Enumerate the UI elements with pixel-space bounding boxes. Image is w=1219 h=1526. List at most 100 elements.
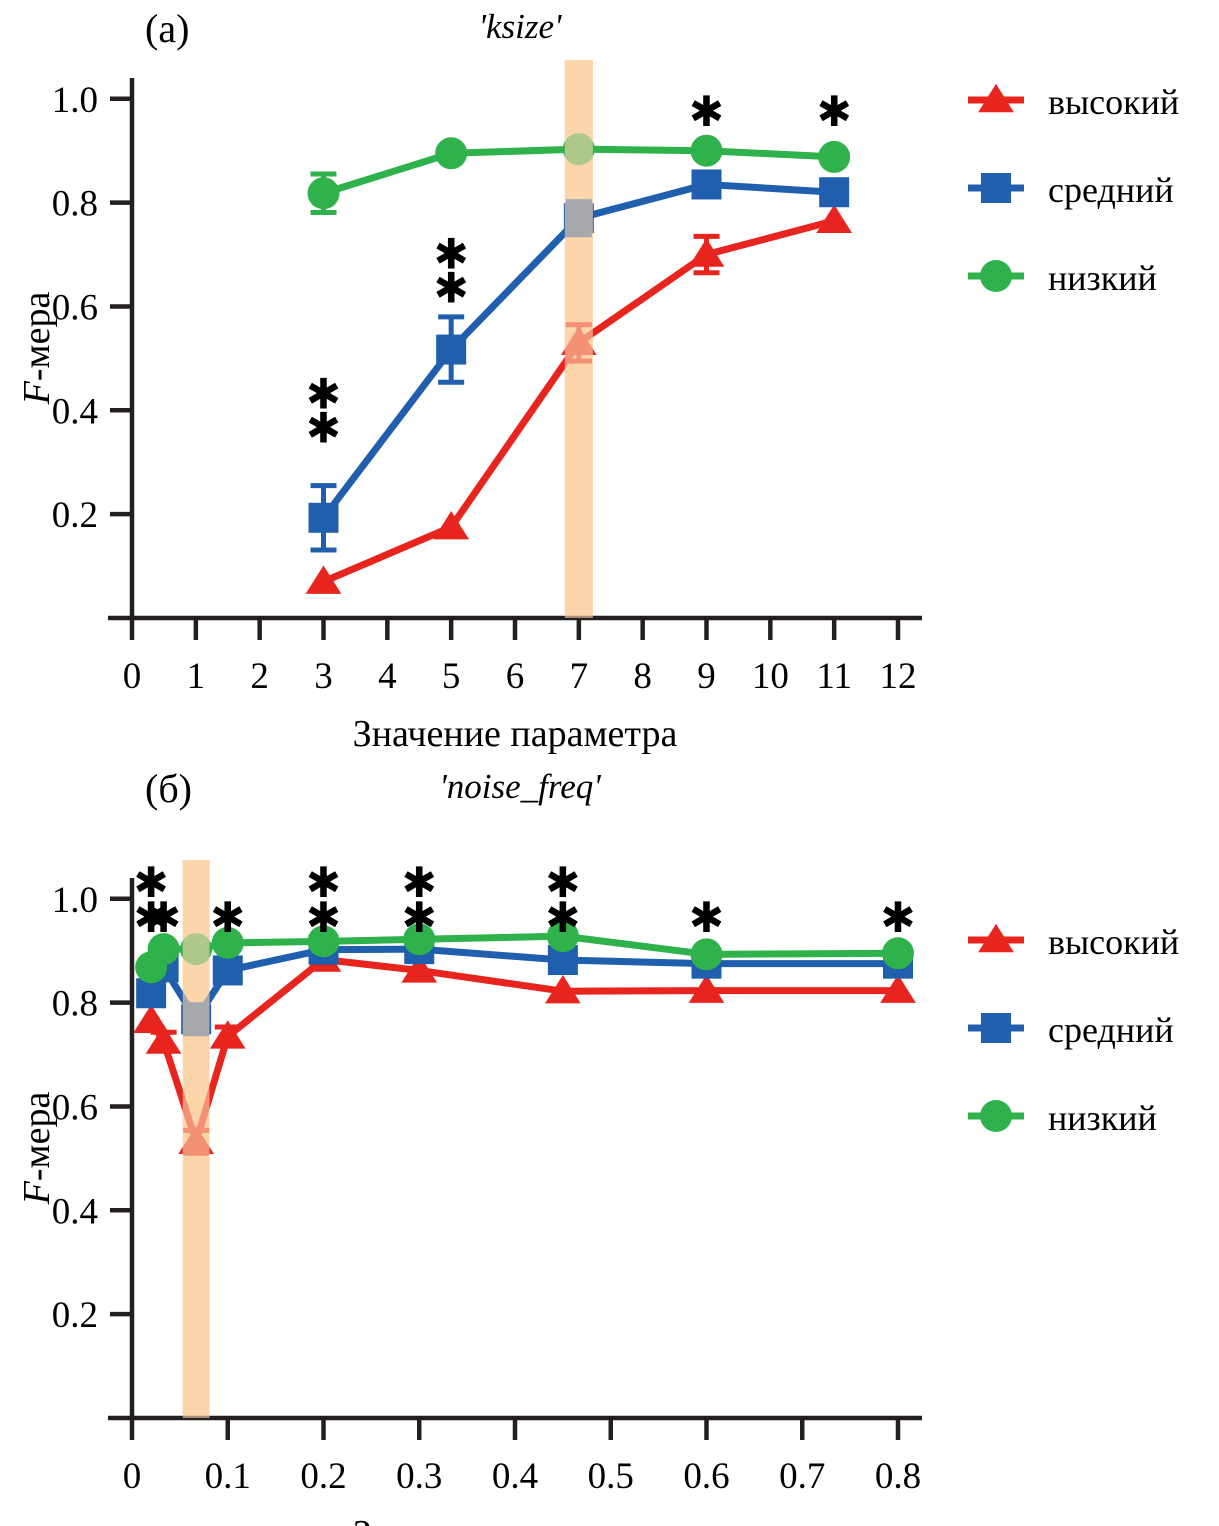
svg-text:F-мера: F-мера xyxy=(16,292,58,406)
x-axis-tick-label: 3 xyxy=(314,656,333,697)
y-axis-tick-label: 0.6 xyxy=(52,287,98,328)
significance-asterisk: ✱ xyxy=(306,373,341,419)
data-point-marker xyxy=(147,933,180,966)
data-point-marker xyxy=(307,177,340,210)
y-axis-tick-label: 0.4 xyxy=(52,391,98,432)
x-axis-tick-label: 6 xyxy=(506,656,525,697)
x-axis-tick-label: 0.7 xyxy=(779,1456,825,1497)
significance-asterisk: ✱ xyxy=(689,896,724,942)
legend-label: низкий xyxy=(1048,258,1157,298)
x-axis-tick-label: 0.2 xyxy=(300,1456,346,1497)
x-axis-tick-label: 4 xyxy=(378,656,397,697)
x-axis-tick-label: 0 xyxy=(123,656,142,697)
data-point-marker xyxy=(818,140,851,173)
x-axis-tick-label: 11 xyxy=(816,656,852,697)
x-axis-tick-label: 7 xyxy=(570,656,589,697)
x-axis-tick-label: 0.8 xyxy=(875,1456,921,1497)
y-axis-tick-label: 0.4 xyxy=(52,1191,98,1232)
panel-title: 'noise_freq' xyxy=(439,767,601,806)
chart-b-canvas: ✱✱✱ ✱✱✱✱✱✱✱ ✱ ✱0.20.40.60.81.00 0.1 0.2 0.3 0.4… xyxy=(16,766,1179,1526)
highlight-band-overlay xyxy=(564,60,593,618)
data-point-marker xyxy=(816,204,853,234)
y-axis-tick-label: 0.6 xyxy=(52,1087,98,1128)
x-axis-tick-label: 0 xyxy=(123,1456,142,1497)
chart-panel-b: ✱ ✱ ✱ ✱ ✱ ✱ ✱ ✱ ✱ ✱ ✱ ✱ 0.2 0.4 0.6 0.8 1.0 0 0.1 0.2 0.3 0.4… xyxy=(0,760,1219,1526)
legend-label: высокий xyxy=(1048,922,1179,962)
x-axis-title: Значение параметра xyxy=(353,713,678,755)
legend-marker-square-icon xyxy=(981,1013,1011,1043)
data-point-marker xyxy=(545,975,581,1004)
legend-marker-triangle-icon xyxy=(978,923,1014,953)
data-point-marker xyxy=(688,974,725,1003)
data-point-marker xyxy=(403,923,436,956)
y-axis-title: F-мера xyxy=(16,1092,58,1206)
data-point-marker xyxy=(401,954,438,983)
significance-asterisk: ✱ xyxy=(434,233,469,279)
x-axis-tick-label: 2 xyxy=(250,656,269,697)
legend-marker-circle-icon xyxy=(980,260,1012,292)
x-axis-title: Значение параметра xyxy=(353,1513,678,1526)
significance-asterisk: ✱ xyxy=(817,90,852,136)
significance-asterisk: ✱ xyxy=(306,896,341,942)
legend-label: низкий xyxy=(1048,1098,1157,1138)
data-point-marker xyxy=(209,1020,246,1049)
data-point-marker xyxy=(145,1025,182,1054)
y-axis-tick-label: 0.8 xyxy=(52,984,98,1025)
significance-asterisk: ✱ xyxy=(146,896,181,942)
data-point-marker xyxy=(436,334,467,365)
series-low xyxy=(135,920,914,984)
legend-item-high[interactable]: высокий xyxy=(968,922,1179,962)
legend-item-medium[interactable]: средний xyxy=(968,170,1174,210)
legend-item-medium[interactable]: средний xyxy=(968,1010,1174,1050)
significance-asterisk: ✱ xyxy=(880,896,915,942)
series-high xyxy=(133,943,916,1156)
x-axis-tick-label: 0.6 xyxy=(683,1456,729,1497)
data-point-marker xyxy=(305,565,342,594)
legend-marker-triangle-icon xyxy=(978,83,1014,113)
x-axis-tick-label: 0.4 xyxy=(492,1456,538,1497)
y-axis-tick-label: 0.2 xyxy=(52,495,98,536)
significance-asterisk: ✱ xyxy=(210,896,245,942)
data-point-marker xyxy=(690,938,723,971)
y-axis-title: F-мера xyxy=(16,292,58,406)
series-line xyxy=(148,956,898,1146)
legend-marker-square-icon xyxy=(981,173,1011,203)
significance-asterisk: ✱ xyxy=(689,90,724,136)
y-axis-tick-label: 1.0 xyxy=(52,80,98,121)
chart-panel-a: ✱ ✱ ✱ ✱ ✱ ✱ 0.2 0.4 0.6 0.8 1.0 0 1 2 3 4 5 6 7 8 9 10 11 12 Зна… xyxy=(0,0,1219,760)
x-axis-tick-label: 0.1 xyxy=(205,1456,251,1497)
data-point-marker xyxy=(307,925,340,958)
data-point-marker xyxy=(691,169,722,200)
significance-asterisk: ✱ xyxy=(306,406,341,452)
significance-asterisk: ✱ xyxy=(134,896,169,942)
data-point-marker xyxy=(688,238,725,267)
panel-title: 'ksize' xyxy=(478,7,562,46)
x-axis-tick-label: 5 xyxy=(442,656,461,697)
x-axis-tick-label: 8 xyxy=(633,656,652,697)
data-point-marker xyxy=(212,955,243,986)
data-point-marker xyxy=(133,1004,169,1034)
x-axis-tick-label: 0.3 xyxy=(396,1456,442,1497)
panel-letter: (а) xyxy=(145,6,189,51)
chart-a-canvas: ✱✱✱✱✱ ✱0.20.40.60.81.00 1 2 3 4 5 6 7 8 9 10 11 12Зна… xyxy=(16,6,1179,755)
legend-marker-circle-icon xyxy=(980,1100,1012,1132)
significance-asterisk: ✱ xyxy=(306,861,341,907)
significance-asterisk: ✱ xyxy=(134,861,169,907)
data-point-marker xyxy=(433,510,470,540)
data-point-marker xyxy=(435,137,468,170)
highlight-band-overlay xyxy=(182,860,210,1418)
y-axis-tick-label: 0.2 xyxy=(52,1295,98,1336)
legend-item-low[interactable]: низкий xyxy=(968,258,1157,298)
x-axis-tick-label: 0.5 xyxy=(588,1456,634,1497)
legend-item-low[interactable]: низкий xyxy=(968,1098,1157,1138)
y-axis-tick-label: 0.8 xyxy=(52,184,98,225)
data-point-marker xyxy=(880,974,916,1003)
x-axis-tick-label: 9 xyxy=(697,656,716,697)
significance-asterisk: ✱ xyxy=(434,266,469,312)
significance-asterisk: ✱ xyxy=(545,896,580,942)
data-point-marker xyxy=(308,502,339,533)
y-axis-tick-label: 1.0 xyxy=(52,880,98,921)
legend-label: средний xyxy=(1048,1010,1174,1050)
legend-item-high[interactable]: высокий xyxy=(968,82,1179,122)
